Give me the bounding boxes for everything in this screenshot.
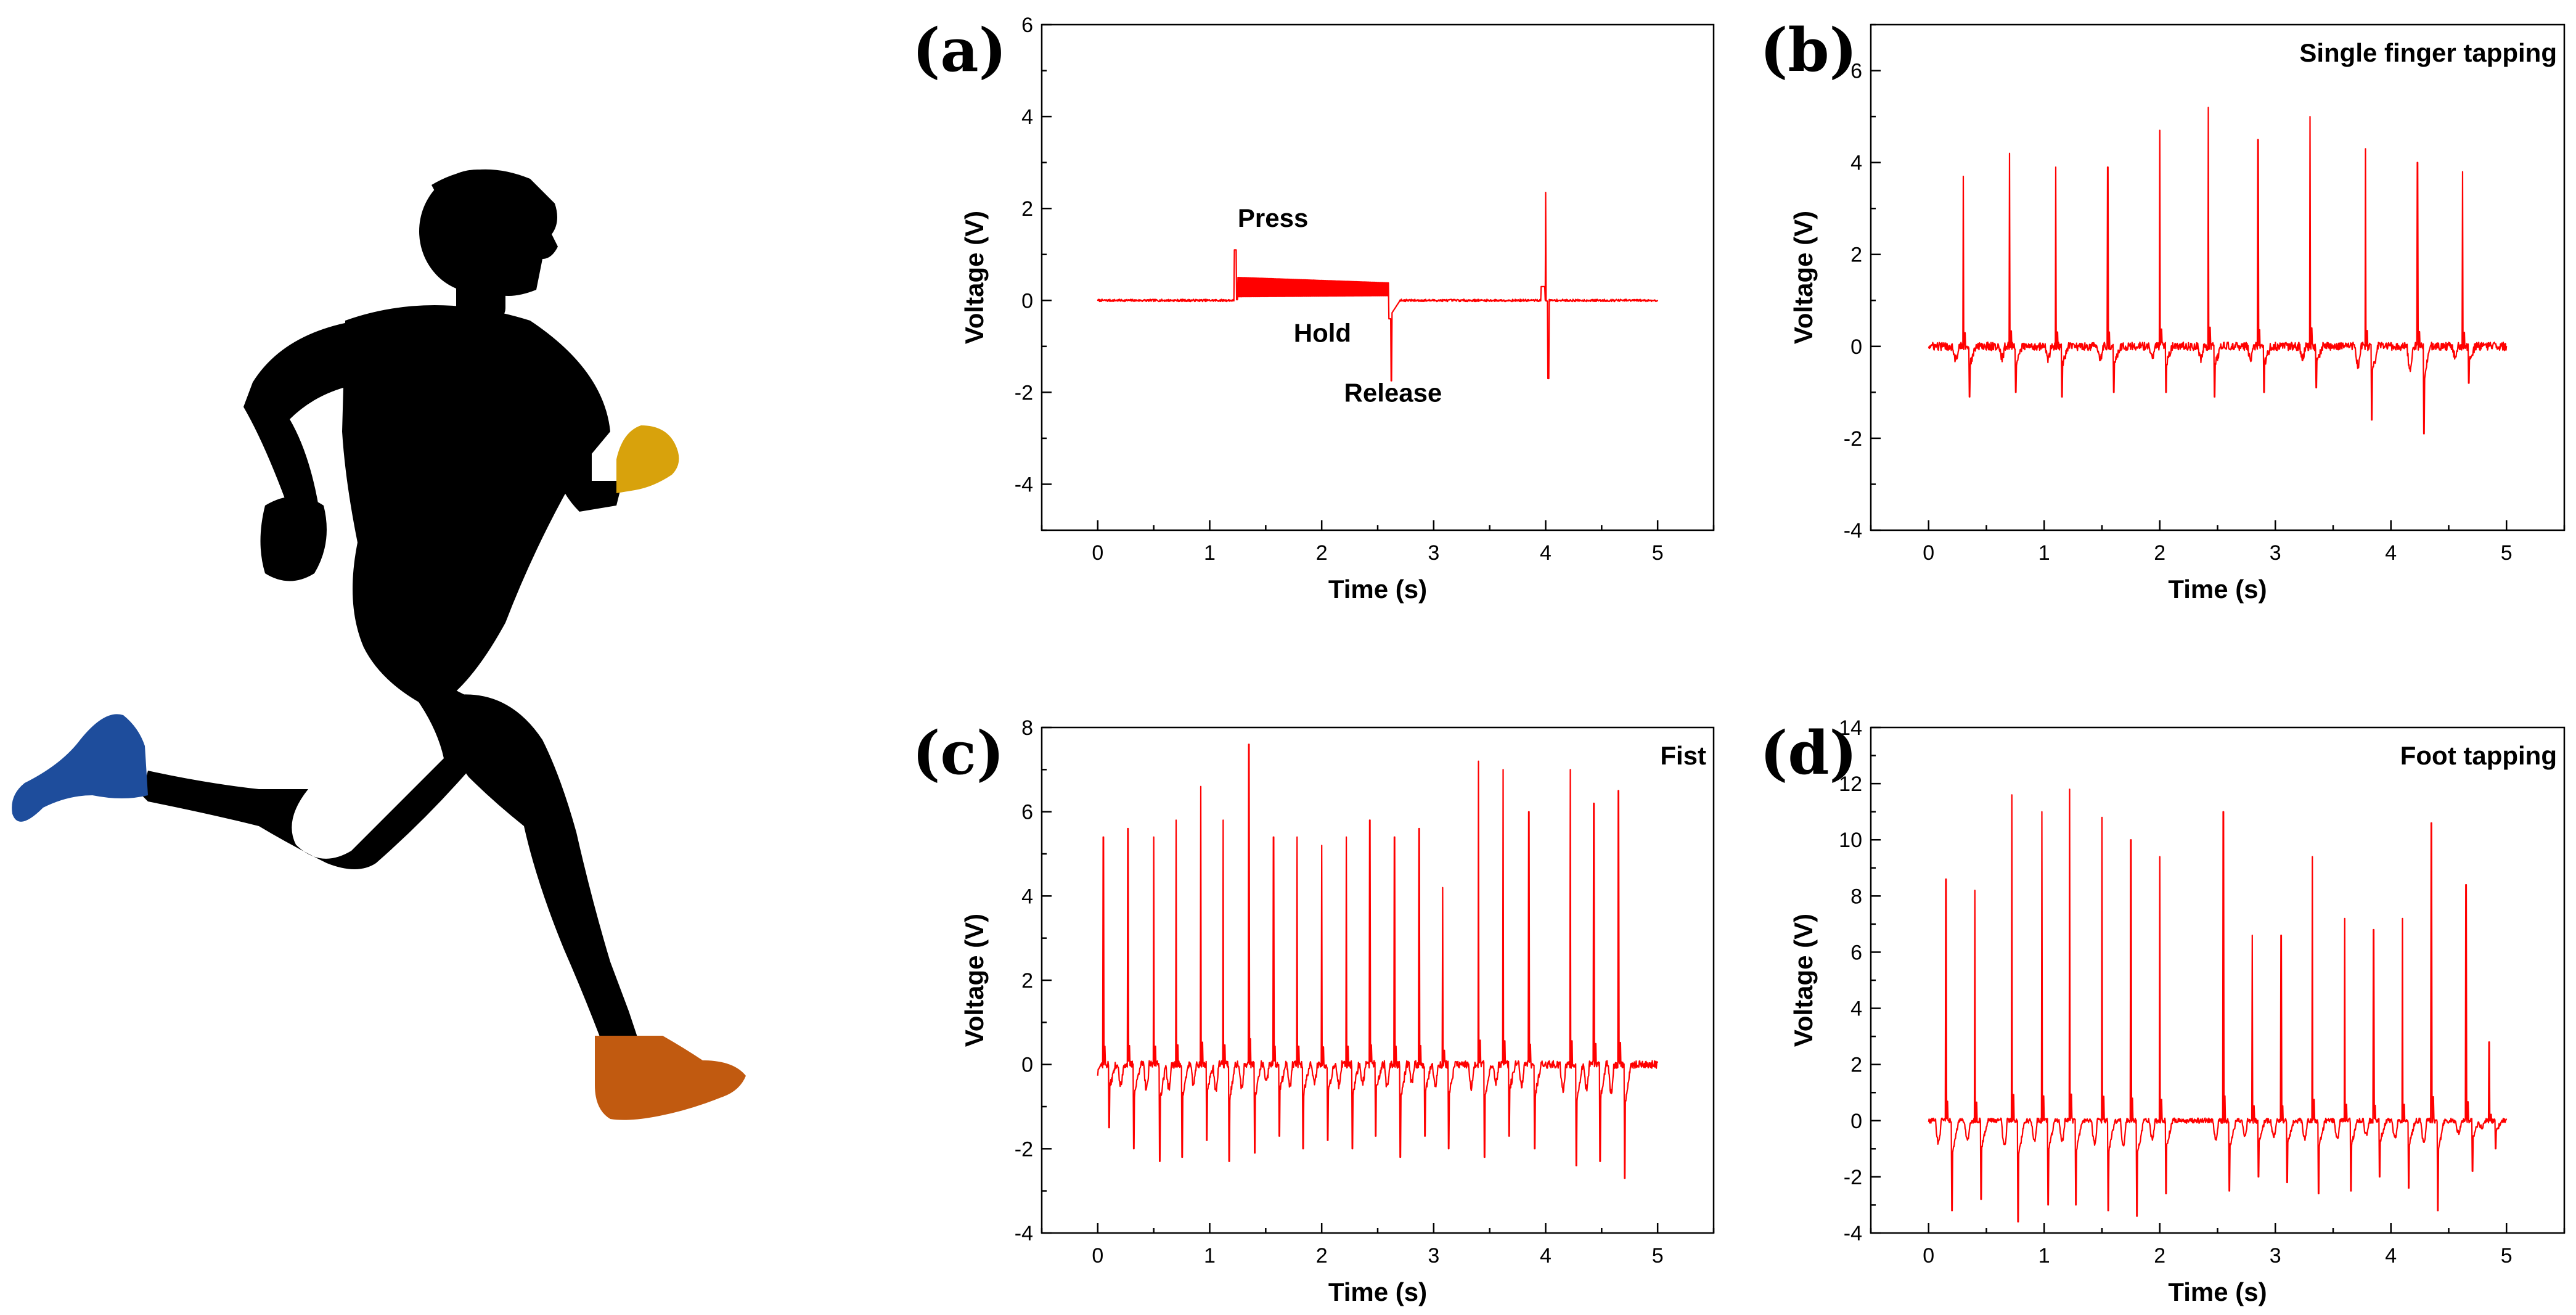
y-tick-label: 4 — [1850, 152, 1862, 175]
x-tick-label: 0 — [1923, 541, 1934, 565]
chart-title: Single finger tapping — [2299, 38, 2557, 67]
x-tick-label: 2 — [2154, 541, 2165, 565]
y-tick-label: 10 — [1839, 829, 1862, 852]
x-tick-label: 3 — [2270, 541, 2281, 565]
y-tick-label: -4 — [1844, 1222, 1862, 1245]
y-tick-label: 0 — [1850, 335, 1862, 359]
panel-label: (b) — [1760, 15, 1857, 85]
x-tick-label: 4 — [2385, 1244, 2397, 1268]
y-axis-title: Voltage (V) — [960, 914, 989, 1047]
x-tick-label: 5 — [1652, 541, 1664, 565]
y-tick-label: 6 — [1021, 14, 1033, 37]
running-person-icon — [12, 169, 746, 1120]
y-tick-label: 0 — [1021, 289, 1033, 313]
x-axis-title: Time (s) — [2168, 1277, 2267, 1306]
y-tick-label: 4 — [1021, 885, 1033, 908]
x-tick-label: 5 — [2501, 1244, 2513, 1268]
y-tick-label: 6 — [1850, 60, 1862, 83]
y-tick-label: 2 — [1850, 1054, 1862, 1077]
y-tick-label: -2 — [1015, 381, 1033, 404]
chart-panel-c: (c) 0 1 2 3 4 5 -4 -2 0 2 4 6 8 Time (s) Voltage (V) Fis… — [912, 716, 1715, 1306]
series-line-signal — [1097, 192, 1659, 382]
panel-label: (c) — [912, 718, 1004, 788]
chart-title: Fist — [1660, 741, 1706, 770]
x-tick-label: 1 — [1204, 1244, 1216, 1268]
y-tick-label: 6 — [1850, 941, 1862, 964]
y-tick-label: 8 — [1850, 885, 1862, 908]
y-tick-label: -4 — [1015, 473, 1033, 496]
hand-sensor — [616, 425, 679, 493]
series-line-signal — [1928, 107, 2508, 435]
y-tick-label: 2 — [1021, 197, 1033, 221]
x-tick-label: 5 — [2501, 541, 2513, 565]
x-tick-label: 0 — [1092, 541, 1103, 565]
x-axis-title: Time (s) — [1328, 1277, 1427, 1306]
chart-title: Foot tapping — [2400, 741, 2557, 770]
x-tick-label: 3 — [1428, 1244, 1439, 1268]
series-line-signal — [1097, 744, 1659, 1179]
y-axis-title: Voltage (V) — [1789, 914, 1818, 1047]
x-axis-title: Time (s) — [1328, 575, 1427, 604]
annotation-hold: Hold — [1294, 318, 1351, 347]
x-tick-label: 2 — [1316, 1244, 1328, 1268]
x-tick-label: 5 — [1652, 1244, 1664, 1268]
y-tick-label: 2 — [1850, 244, 1862, 267]
panel-label: (a) — [912, 15, 1007, 85]
y-tick-label: 0 — [1850, 1110, 1862, 1133]
y-tick-label: 6 — [1021, 801, 1033, 824]
y-axis-title: Voltage (V) — [1789, 211, 1818, 344]
y-tick-label: 4 — [1021, 105, 1033, 129]
x-tick-label: 4 — [2385, 541, 2397, 565]
x-tick-label: 0 — [1923, 1244, 1934, 1268]
y-axis-title: Voltage (V) — [960, 211, 989, 344]
x-tick-label: 4 — [1540, 1244, 1552, 1268]
y-tick-label: 2 — [1021, 969, 1033, 993]
y-tick-label: -2 — [1015, 1137, 1033, 1161]
x-axis-title: Time (s) — [2168, 575, 2267, 604]
back-shoe-sensor — [12, 714, 148, 822]
runner-body — [142, 169, 641, 1048]
y-tick-label: 4 — [1850, 998, 1862, 1021]
x-tick-label: 1 — [1204, 541, 1216, 565]
y-tick-label: 12 — [1839, 772, 1862, 796]
x-tick-label: 3 — [1428, 541, 1439, 565]
y-tick-label: 0 — [1021, 1054, 1033, 1077]
x-tick-label: 4 — [1540, 541, 1552, 565]
y-tick-label: 8 — [1021, 716, 1033, 740]
series-line-signal — [1928, 789, 2508, 1223]
panel-label: (d) — [1760, 718, 1857, 788]
annotation-release: Release — [1344, 378, 1442, 407]
y-tick-label: -4 — [1844, 519, 1862, 543]
plot-frame — [1041, 23, 1715, 531]
chart-panel-a: (a) 0 1 2 3 4 5 -4 -2 0 2 4 6 Time (s) Voltage (V) Pres… — [912, 14, 1715, 604]
x-tick-label: 0 — [1092, 1244, 1103, 1268]
front-shoe-sensor — [595, 1036, 746, 1120]
annotation-press: Press — [1238, 203, 1308, 232]
y-tick-label: -2 — [1844, 427, 1862, 451]
plot-frame — [1870, 23, 2566, 531]
x-tick-label: 2 — [1316, 541, 1328, 565]
y-tick-label: 14 — [1839, 716, 1862, 740]
y-tick-label: -2 — [1844, 1166, 1862, 1189]
y-tick-label: -4 — [1015, 1222, 1033, 1245]
x-tick-label: 3 — [2270, 1244, 2281, 1268]
plot-frame — [1041, 726, 1715, 1234]
x-tick-label: 1 — [2038, 1244, 2050, 1268]
chart-panel-b: (b) 0 1 2 3 4 5 -4 -2 0 2 4 6 Time (s) Voltage (V) Sing… — [1760, 15, 2566, 604]
x-tick-label: 1 — [2038, 541, 2050, 565]
x-tick-label: 2 — [2154, 1244, 2165, 1268]
